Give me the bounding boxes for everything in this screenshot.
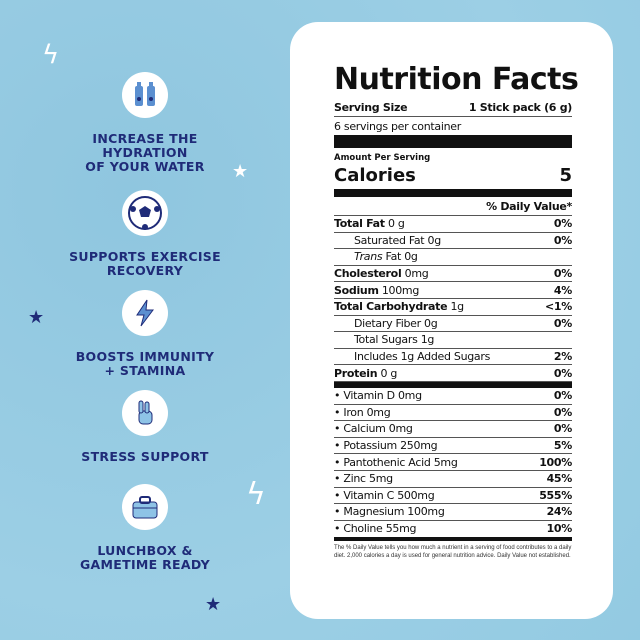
nutrient-name: Total Carbohydrate 1g bbox=[334, 300, 464, 314]
nutrient-row: Protein 0 g 0% bbox=[334, 365, 572, 382]
divider bbox=[334, 537, 572, 542]
star-icon: ★ bbox=[232, 161, 249, 182]
nutrient-row: Cholesterol 0mg 0% bbox=[334, 266, 572, 283]
nutrient-name: • Zinc 5mg bbox=[334, 472, 393, 486]
daily-value: 24% bbox=[546, 505, 573, 519]
nutrient-row: Includes 1g Added Sugars 2% bbox=[334, 349, 572, 366]
nutrition-title: Nutrition Facts bbox=[334, 62, 579, 97]
feature-item: STRESS SUPPORT bbox=[40, 390, 250, 464]
daily-value: 555% bbox=[539, 488, 572, 502]
nutrient-name: Dietary Fiber 0g bbox=[354, 316, 438, 330]
water-bottles-icon bbox=[122, 72, 168, 118]
daily-value: 2% bbox=[553, 350, 572, 364]
star-icon: ★ bbox=[205, 594, 222, 615]
nutrient-name: Protein 0 g bbox=[334, 366, 398, 380]
calories-label: Calories bbox=[334, 164, 416, 186]
nutrient-row: Total Fat 0 g 0% bbox=[334, 216, 572, 233]
lightning-icon bbox=[122, 290, 168, 336]
vitamin-row: • Vitamin C 500mg 555% bbox=[334, 488, 572, 505]
divider bbox=[334, 135, 572, 148]
daily-value: 45% bbox=[546, 472, 573, 486]
nutrient-name: • Choline 55mg bbox=[334, 522, 417, 536]
nutrient-name: • Vitamin C 500mg bbox=[334, 488, 435, 502]
vitamin-row: • Pantothenic Acid 5mg 100% bbox=[334, 454, 572, 471]
divider bbox=[334, 381, 572, 388]
nutrient-row: Sodium 100mg 4% bbox=[334, 282, 572, 299]
daily-value: 0% bbox=[553, 389, 572, 403]
nutrient-name: • Calcium 0mg bbox=[334, 422, 413, 436]
nutrient-name: Total Fat 0 g bbox=[334, 217, 405, 231]
feature-item: SUPPORTS EXERCISE RECOVERY bbox=[40, 190, 250, 278]
feature-label: BOOSTS IMMUNITY + STAMINA bbox=[75, 349, 215, 378]
vitamin-row: • Calcium 0mg 0% bbox=[334, 421, 572, 438]
feature-label: LUNCHBOX & GAMETIME READY bbox=[80, 543, 210, 572]
nutrient-name: • Iron 0mg bbox=[334, 405, 391, 419]
daily-value: 0% bbox=[553, 366, 572, 380]
serving-size-label: Serving Size bbox=[334, 100, 408, 114]
feature-item: INCREASE THE HYDRATION OF YOUR WATER bbox=[40, 72, 250, 174]
daily-value: 0% bbox=[553, 233, 572, 247]
nutrient-name: • Potassium 250mg bbox=[334, 439, 438, 453]
feature-label: INCREASE THE HYDRATION OF YOUR WATER bbox=[85, 131, 205, 174]
nutrient-name: • Pantothenic Acid 5mg bbox=[334, 455, 458, 469]
peace-hand-icon bbox=[122, 390, 168, 436]
amount-per-serving: Amount Per Serving bbox=[334, 153, 431, 163]
daily-value: 0% bbox=[553, 316, 572, 330]
daily-value-header: % Daily Value* bbox=[486, 199, 572, 213]
nutrient-row: Dietary Fiber 0g 0% bbox=[334, 316, 572, 333]
daily-value: 5% bbox=[553, 439, 572, 453]
daily-value: 10% bbox=[546, 522, 573, 536]
daily-value: 0% bbox=[553, 405, 572, 419]
feature-item: LUNCHBOX & GAMETIME READY bbox=[40, 484, 250, 572]
vitamin-row: • Zinc 5mg 45% bbox=[334, 471, 572, 488]
nutrient-name: Cholesterol 0mg bbox=[334, 267, 429, 281]
vitamin-row: • Choline 55mg 10% bbox=[334, 521, 572, 538]
serving-size: 1 Stick pack (6 g) bbox=[468, 100, 572, 114]
vitamin-row: • Magnesium 100mg 24% bbox=[334, 504, 572, 521]
lightning-doodle-icon: ϟ bbox=[42, 40, 60, 70]
daily-value: 0% bbox=[553, 217, 572, 231]
nutrient-row: Trans Fat 0g bbox=[334, 249, 572, 266]
footnote: The % Daily Value tells you how much a n… bbox=[334, 545, 572, 559]
nutrient-name: • Vitamin D 0mg bbox=[334, 389, 422, 403]
soccer-ball-icon bbox=[122, 190, 168, 236]
vitamin-row: • Vitamin D 0mg 0% bbox=[334, 388, 572, 405]
divider bbox=[334, 189, 572, 197]
star-icon: ★ bbox=[28, 307, 45, 328]
nutrient-name: Trans Fat 0g bbox=[354, 250, 418, 264]
nutrient-name: Total Sugars 1g bbox=[354, 333, 435, 347]
feature-label: STRESS SUPPORT bbox=[81, 449, 209, 464]
nutrition-facts-card: Nutrition Facts Serving Size 1 Stick pack… bbox=[290, 22, 613, 619]
lunchbox-icon bbox=[122, 484, 168, 530]
lightning-doodle-icon: ϟ bbox=[246, 477, 266, 512]
daily-value: 100% bbox=[539, 455, 572, 469]
nutrient-name: Saturated Fat 0g bbox=[354, 233, 441, 247]
vitamin-row: • Iron 0mg 0% bbox=[334, 405, 572, 422]
daily-value: 4% bbox=[553, 283, 572, 297]
daily-value: 0% bbox=[553, 267, 572, 281]
nutrient-row: Saturated Fat 0g 0% bbox=[334, 233, 572, 250]
nutrient-name: Includes 1g Added Sugars bbox=[354, 350, 491, 364]
daily-value: <1% bbox=[545, 300, 572, 314]
servings-per-container: 6 servings per container bbox=[334, 119, 461, 133]
calories-value: 5 bbox=[559, 164, 572, 186]
daily-value: 0% bbox=[553, 422, 572, 436]
feature-label: SUPPORTS EXERCISE RECOVERY bbox=[69, 249, 221, 278]
vitamin-row: • Potassium 250mg 5% bbox=[334, 438, 572, 455]
nutrient-row: Total Carbohydrate 1g <1% bbox=[334, 299, 572, 316]
nutrient-name: Sodium 100mg bbox=[334, 283, 420, 297]
nutrient-row: Total Sugars 1g bbox=[334, 332, 572, 349]
feature-item: BOOSTS IMMUNITY + STAMINA bbox=[40, 290, 250, 378]
nutrient-name: • Magnesium 100mg bbox=[334, 505, 445, 519]
